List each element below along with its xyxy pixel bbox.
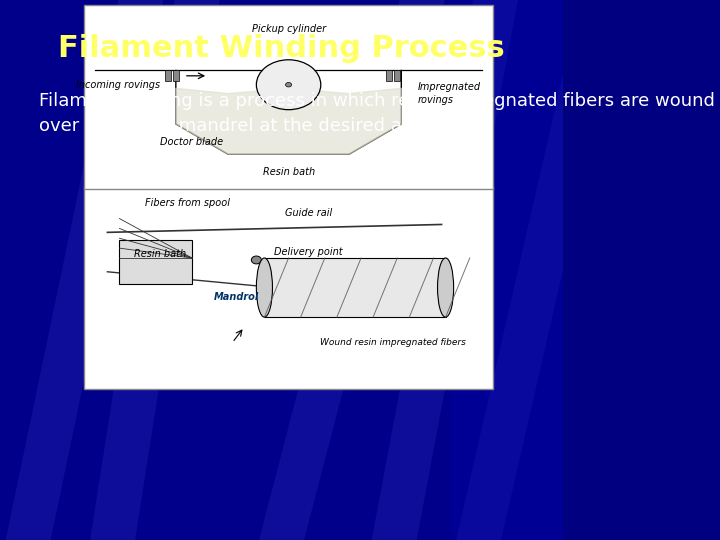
Bar — [264, 258, 446, 317]
Ellipse shape — [286, 83, 292, 87]
Polygon shape — [456, 0, 625, 540]
Polygon shape — [259, 0, 445, 540]
Text: Resin bath: Resin bath — [134, 249, 186, 259]
FancyBboxPatch shape — [84, 5, 492, 189]
Text: Incoming rovings: Incoming rovings — [76, 80, 160, 90]
Polygon shape — [372, 0, 518, 540]
Polygon shape — [176, 88, 401, 154]
Text: Filament Winding Process: Filament Winding Process — [58, 34, 505, 63]
Text: Guide rail: Guide rail — [285, 208, 333, 218]
Polygon shape — [6, 0, 163, 540]
Text: Resin bath: Resin bath — [263, 167, 315, 177]
Bar — [394, 70, 400, 81]
Text: Delivery point: Delivery point — [274, 247, 343, 257]
Bar — [165, 70, 171, 81]
FancyBboxPatch shape — [0, 0, 563, 540]
Text: Impregnated
rovings: Impregnated rovings — [418, 83, 480, 105]
Ellipse shape — [251, 256, 261, 264]
Text: Doctor blade: Doctor blade — [161, 137, 223, 147]
Ellipse shape — [256, 60, 321, 110]
Text: Mandrol: Mandrol — [214, 292, 259, 302]
Text: Wound resin impregnated fibers: Wound resin impregnated fibers — [320, 338, 466, 347]
FancyBboxPatch shape — [451, 0, 563, 540]
Ellipse shape — [438, 258, 454, 317]
Bar — [120, 240, 192, 284]
Bar — [386, 70, 392, 81]
Polygon shape — [90, 0, 220, 540]
Ellipse shape — [256, 258, 272, 317]
FancyBboxPatch shape — [84, 186, 492, 389]
Text: Fibers from spool: Fibers from spool — [145, 198, 230, 208]
Text: Pickup cylinder: Pickup cylinder — [251, 24, 325, 35]
Text: Filament winding is a process in which resin-impregnated fibers are wound
over a: Filament winding is a process in which r… — [40, 92, 715, 135]
Bar — [173, 70, 179, 81]
